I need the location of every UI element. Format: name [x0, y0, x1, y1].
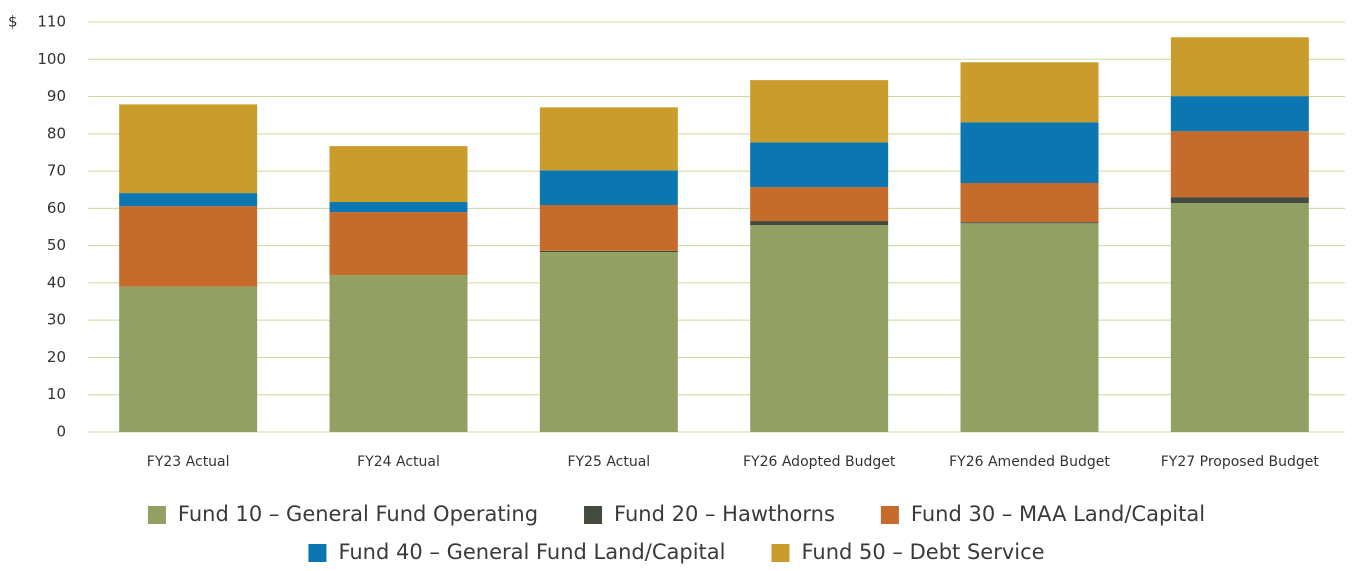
bar-segment — [119, 286, 258, 432]
bar-segment — [750, 142, 889, 188]
x-tick-label: FY24 Actual — [357, 454, 440, 470]
bar-segment — [329, 146, 468, 203]
bar-segment — [960, 62, 1099, 123]
legend-swatch — [308, 544, 327, 562]
y-tick-label: 50 — [47, 236, 66, 254]
y-tick-label: 90 — [47, 87, 66, 105]
bar-segment — [1170, 203, 1309, 432]
legend-swatch — [584, 506, 603, 524]
y-tick-label: 100 — [37, 50, 66, 68]
legend-swatch — [880, 506, 899, 524]
bar-segment — [750, 80, 889, 143]
x-tick-label: FY26 Amended Budget — [949, 454, 1110, 470]
y-tick-label: 20 — [47, 348, 66, 366]
x-tick-label: FY25 Actual — [567, 454, 650, 470]
bar-segment — [329, 212, 468, 276]
bar-segment — [960, 122, 1099, 184]
bar-segment — [1170, 96, 1309, 132]
y-tick-label: 80 — [47, 124, 66, 142]
bar-segment — [1170, 131, 1309, 198]
y-tick-label: 10 — [47, 385, 66, 403]
bar-segment — [119, 206, 258, 287]
legend-label: Fund 20 – Hawthorns — [614, 502, 835, 526]
bar-segment — [750, 187, 889, 222]
y-tick-label: 0 — [56, 423, 66, 441]
x-tick-label: FY26 Adopted Budget — [743, 454, 896, 470]
bar-segment — [750, 221, 889, 226]
bar-segment — [750, 225, 889, 432]
y-prefix: $ — [8, 13, 18, 31]
x-tick-label: FY27 Proposed Budget — [1161, 454, 1320, 470]
bar-segment — [119, 193, 258, 207]
y-tick-label: 60 — [47, 199, 66, 217]
bar-segment — [539, 250, 678, 252]
x-tick-label: FY23 Actual — [147, 454, 230, 470]
bar-segment — [329, 275, 468, 432]
bar-segment — [1170, 197, 1309, 204]
bar-segment — [960, 223, 1099, 432]
bar-segment — [119, 104, 258, 194]
bar-segment — [539, 170, 678, 206]
bar-segment — [960, 222, 1099, 224]
y-tick-label: 40 — [47, 273, 66, 291]
legend-label: Fund 10 – General Fund Operating — [178, 502, 538, 526]
bar-segment — [539, 251, 678, 432]
legend-label: Fund 40 – General Fund Land/Capital — [338, 540, 725, 564]
bar-segment — [539, 107, 678, 171]
legend-swatch — [771, 544, 790, 562]
y-tick-label: 30 — [47, 311, 66, 329]
y-tick-label: 110 — [37, 13, 66, 31]
bar-segment — [329, 202, 468, 213]
y-tick-label: 70 — [47, 162, 66, 180]
legend-label: Fund 30 – MAA Land/Capital — [911, 502, 1205, 526]
legend-label: Fund 50 – Debt Service — [801, 540, 1044, 564]
bar-segment — [1170, 37, 1309, 97]
legend-swatch — [147, 506, 166, 524]
bar-segment — [960, 183, 1099, 223]
bar-segment — [539, 205, 678, 251]
